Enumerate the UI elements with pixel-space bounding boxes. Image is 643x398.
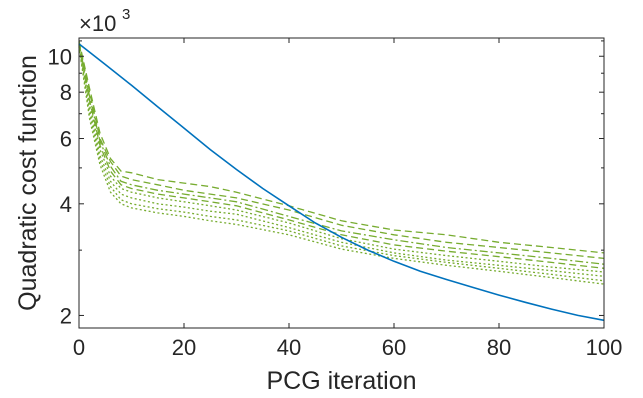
- x-tick-label: 40: [277, 335, 301, 360]
- green-series-2: [78, 42, 605, 260]
- green-series-1: [78, 40, 605, 254]
- plot-box: [78, 37, 605, 329]
- x-axis-label: PCG iteration: [266, 367, 416, 395]
- main-series-line: [78, 43, 605, 322]
- y-tick-label: 4: [60, 192, 72, 217]
- y-axis-label: Quadratic cost function: [14, 55, 42, 311]
- x-tick-label: 80: [487, 335, 511, 360]
- y-tick-label: 10: [48, 44, 72, 69]
- green-series-4: [78, 43, 605, 269]
- plot-lines: [78, 40, 605, 322]
- y-exponent-label: ×10: [79, 11, 116, 36]
- green-series-6: [78, 45, 605, 277]
- x-tick-label: 60: [382, 335, 406, 360]
- green-series-5: [78, 44, 605, 273]
- y-tick-label: 2: [60, 303, 72, 328]
- x-tick-label: 20: [172, 335, 196, 360]
- y-tick-label: 8: [60, 80, 72, 105]
- y-tick-label: 6: [60, 127, 72, 152]
- x-tick-label: 100: [586, 335, 623, 360]
- y-exponent-power: 3: [122, 6, 130, 23]
- green-series-3: [78, 42, 605, 265]
- green-series-7: [78, 46, 605, 282]
- green-series-8: [78, 46, 605, 285]
- x-tick-label: 0: [73, 335, 85, 360]
- x-axis-ticks: 0 20 40 60 80 100: [73, 38, 622, 360]
- y-axis-ticks: 2 4 6 8 10: [48, 40, 604, 328]
